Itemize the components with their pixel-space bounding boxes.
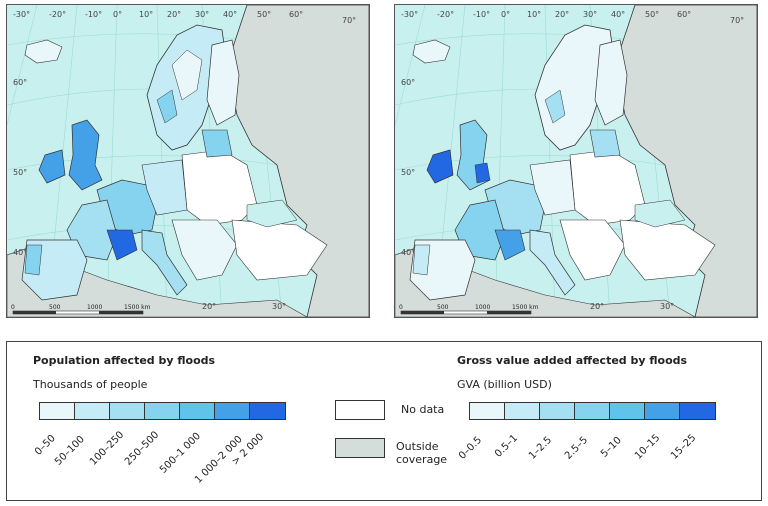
outside-coverage-east xyxy=(226,5,369,317)
coord-label: 20° xyxy=(590,302,604,311)
coord-label: 60° xyxy=(401,78,415,87)
gva-class-label: 5–10 xyxy=(599,434,624,460)
population-class-label: 0–50 xyxy=(33,432,58,458)
coord-label: 40° xyxy=(13,248,27,257)
gva-class-label: 2.5–5 xyxy=(563,434,591,462)
population-swatch xyxy=(75,403,110,419)
coord-label: 30° xyxy=(195,10,209,19)
svg-text:0: 0 xyxy=(399,304,403,311)
coord-label: 60° xyxy=(289,10,303,19)
gva-swatch xyxy=(645,403,680,419)
outside-coverage-label: Outside coverage xyxy=(396,440,448,466)
gva-swatch xyxy=(680,403,715,419)
coord-label: 40° xyxy=(223,10,237,19)
iceland xyxy=(24,39,63,64)
population-swatch xyxy=(250,403,285,419)
population-class-label: 250–500 xyxy=(123,429,162,468)
svg-text:1500 km: 1500 km xyxy=(512,304,539,311)
population-class-label: 500–1 000 xyxy=(158,430,204,476)
gva-swatch xyxy=(610,403,645,419)
coord-label: 40° xyxy=(401,248,415,257)
coord-label: -10° xyxy=(85,10,102,19)
coord-label: 70° xyxy=(730,16,744,25)
gva-swatch xyxy=(470,403,505,419)
svg-text:500: 500 xyxy=(49,304,61,311)
coordinate-labels: -30° -20° -10° 0° 10° 20° 30° 40° 50° 60… xyxy=(401,10,744,311)
coord-label: 50° xyxy=(645,10,659,19)
coord-label: 60° xyxy=(677,10,691,19)
population-swatch xyxy=(180,403,215,419)
population-swatch xyxy=(40,403,75,419)
gva-class-label: 15–25 xyxy=(669,432,699,462)
no-data-label: No data xyxy=(401,403,445,416)
svg-text:0: 0 xyxy=(11,304,15,311)
turkey xyxy=(231,219,328,281)
coord-label: 70° xyxy=(342,16,356,25)
population-class-label: 50–100 xyxy=(53,433,87,468)
coord-label: 20° xyxy=(202,302,216,311)
coord-label: 20° xyxy=(167,10,181,19)
gva-map-canvas: -30° -20° -10° 0° 10° 20° 30° 40° 50° 60… xyxy=(395,5,757,317)
coord-label: 0° xyxy=(113,10,122,19)
no-data-swatch xyxy=(335,400,385,420)
coord-label: 40° xyxy=(611,10,625,19)
population-map-canvas: -30° -20° -10° 0° 10° 20° 30° 40° 50° 60… xyxy=(7,5,369,317)
gva-class-label: 1–2.5 xyxy=(527,434,555,462)
coord-label: 20° xyxy=(555,10,569,19)
italy xyxy=(529,229,576,296)
gva-class-label: 0.5–1 xyxy=(493,432,521,460)
population-legend-title: Population affected by floods xyxy=(33,354,216,367)
legend: Population affected by floods Thousands … xyxy=(6,341,762,501)
scale-bar: 0 500 1000 1500 km xyxy=(11,304,151,315)
population-swatch xyxy=(145,403,180,419)
population-swatch xyxy=(110,403,145,419)
coord-label: -30° xyxy=(13,10,30,19)
italy xyxy=(141,229,188,296)
coord-label: -10° xyxy=(473,10,490,19)
gva-swatch-row xyxy=(469,402,716,420)
gva-swatch xyxy=(540,403,575,419)
ireland xyxy=(426,149,454,184)
population-legend-unit: Thousands of people xyxy=(33,378,148,391)
population-map: -30° -20° -10° 0° 10° 20° 30° 40° 50° 60… xyxy=(6,4,370,318)
gva-map: -30° -20° -10° 0° 10° 20° 30° 40° 50° 60… xyxy=(394,4,758,318)
svg-text:1500 km: 1500 km xyxy=(124,304,151,311)
svg-text:1000: 1000 xyxy=(475,304,490,311)
coordinate-labels: -30° -20° -10° 0° 10° 20° 30° 40° 50° 60… xyxy=(13,10,356,311)
great-britain xyxy=(68,119,103,191)
ireland xyxy=(38,149,66,184)
coord-label: 30° xyxy=(660,302,674,311)
gva-class-label: 0–0.5 xyxy=(457,434,485,462)
gva-swatch xyxy=(505,403,540,419)
iceland xyxy=(412,39,451,64)
population-class-label: 100–250 xyxy=(88,429,127,468)
coord-label: 0° xyxy=(501,10,510,19)
turkey xyxy=(619,219,716,281)
coord-label: 60° xyxy=(13,78,27,87)
coord-label: -30° xyxy=(401,10,418,19)
coord-label: 50° xyxy=(13,168,27,177)
coord-label: 10° xyxy=(139,10,153,19)
coord-label: 50° xyxy=(257,10,271,19)
coord-label: 30° xyxy=(583,10,597,19)
coord-label: -20° xyxy=(437,10,454,19)
population-swatch-row xyxy=(39,402,286,420)
scale-bar: 0 500 1000 1500 km xyxy=(399,304,539,315)
coord-label: 50° xyxy=(401,168,415,177)
population-swatch xyxy=(215,403,250,419)
coord-label: 10° xyxy=(527,10,541,19)
coord-label: 30° xyxy=(272,302,286,311)
coord-label: -20° xyxy=(49,10,66,19)
outside-coverage-east xyxy=(614,5,757,317)
gva-swatch xyxy=(575,403,610,419)
gva-legend-unit: GVA (billion USD) xyxy=(457,378,552,391)
gva-legend-title: Gross value added affected by floods xyxy=(457,354,688,367)
svg-text:1000: 1000 xyxy=(87,304,102,311)
gva-class-label: 10–15 xyxy=(633,432,663,462)
outside-coverage-swatch xyxy=(335,438,385,458)
svg-text:500: 500 xyxy=(437,304,449,311)
